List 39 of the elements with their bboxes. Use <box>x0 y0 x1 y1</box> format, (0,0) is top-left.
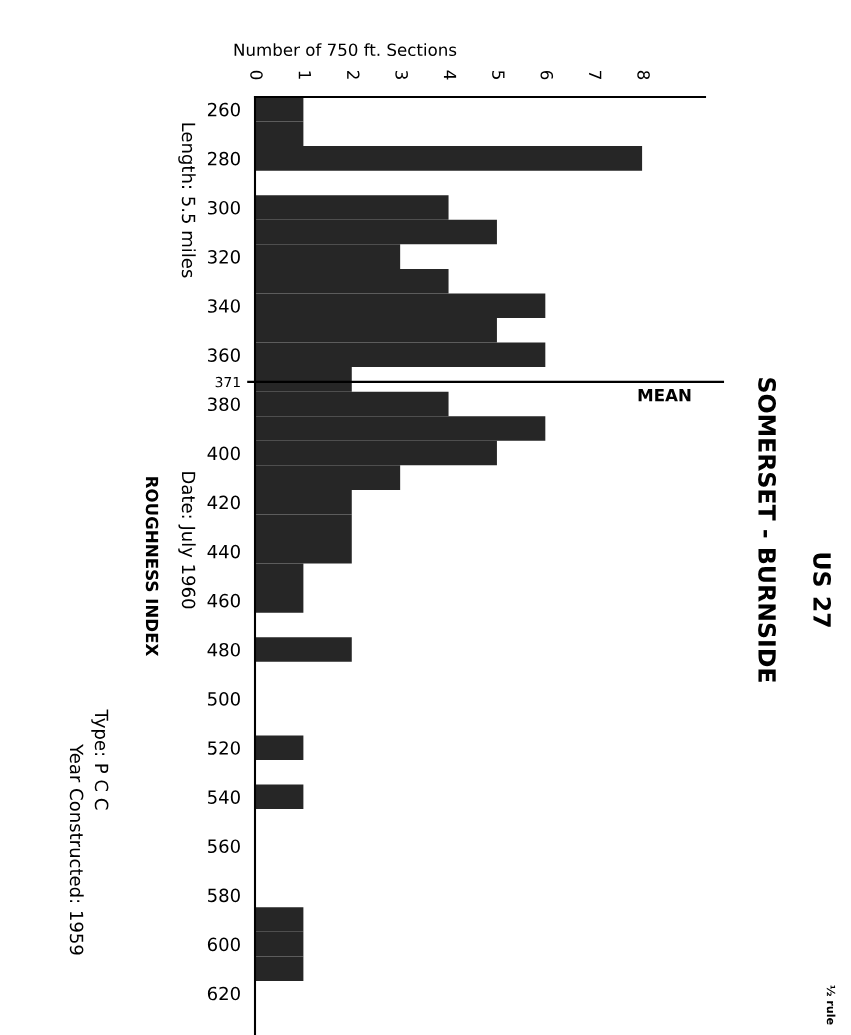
text: Year Constructed: 1959 <box>69 744 84 955</box>
y-tick-label: 340 <box>208 299 240 313</box>
y-tick-label: 540 <box>208 790 240 804</box>
ref-line-label: MEAN <box>638 389 691 402</box>
x-tick-label: 1 <box>298 71 311 79</box>
y-tick-label: 380 <box>208 397 240 412</box>
y-tick-label: 500 <box>208 692 240 706</box>
y-tick-label: 300 <box>208 200 240 215</box>
text: ½ rule <box>826 985 836 1025</box>
y-axis-title: ROUGHNESS INDEX <box>145 477 159 657</box>
y-tick-label: 260 <box>207 102 240 117</box>
y-tick-label: 580 <box>208 888 240 903</box>
x-tick-label: 5 <box>492 71 505 79</box>
text: US 27 <box>813 553 832 627</box>
y-tick-label: 400 <box>207 446 240 461</box>
y-tick-label: 480 <box>207 642 240 657</box>
text: Length: 5.5 miles <box>178 123 196 278</box>
x-tick-label: 7 <box>589 71 602 79</box>
y-tick-label: 420 <box>207 495 240 510</box>
text: Date: July 1960 <box>178 472 196 609</box>
x-tick-label: 0 <box>250 70 263 80</box>
y-tick-label: 280 <box>207 151 240 166</box>
y-tick-label: 371 <box>215 376 240 388</box>
y-tick-label: 560 <box>208 839 240 854</box>
y-tick-label: 600 <box>207 937 240 952</box>
y-tick-label: 620 <box>207 986 240 1001</box>
y-tick-label: 440 <box>207 544 240 559</box>
x-tick-label: 2 <box>347 70 360 79</box>
x-tick-label: 8 <box>637 70 650 80</box>
x-tick-label: 3 <box>395 71 408 79</box>
y-tick-label: 320 <box>208 250 240 264</box>
x-axis-title: Number of 750 ft. Sections <box>234 43 457 57</box>
y-tick-label: 520 <box>208 741 240 755</box>
text: Type: P C C <box>91 709 109 810</box>
x-tick-label: 4 <box>443 70 457 80</box>
x-tick-label: 6 <box>540 70 554 80</box>
text: SOMERSET - BURNSIDE <box>758 378 777 682</box>
y-tick-label: 360 <box>208 348 240 362</box>
y-tick-label: 460 <box>207 593 240 608</box>
